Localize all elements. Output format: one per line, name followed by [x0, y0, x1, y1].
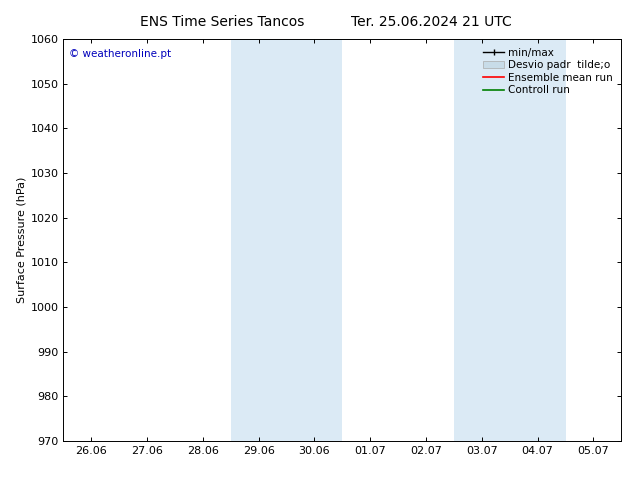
Y-axis label: Surface Pressure (hPa): Surface Pressure (hPa)	[16, 177, 26, 303]
Legend: min/max, Desvio padr  tilde;o, Ensemble mean run, Controll run: min/max, Desvio padr tilde;o, Ensemble m…	[480, 45, 616, 98]
Bar	[454, 39, 566, 441]
Bar	[231, 39, 342, 441]
Text: © weatheronline.pt: © weatheronline.pt	[69, 49, 171, 59]
Text: ENS Time Series Tancos: ENS Time Series Tancos	[139, 15, 304, 29]
Text: Ter. 25.06.2024 21 UTC: Ter. 25.06.2024 21 UTC	[351, 15, 512, 29]
